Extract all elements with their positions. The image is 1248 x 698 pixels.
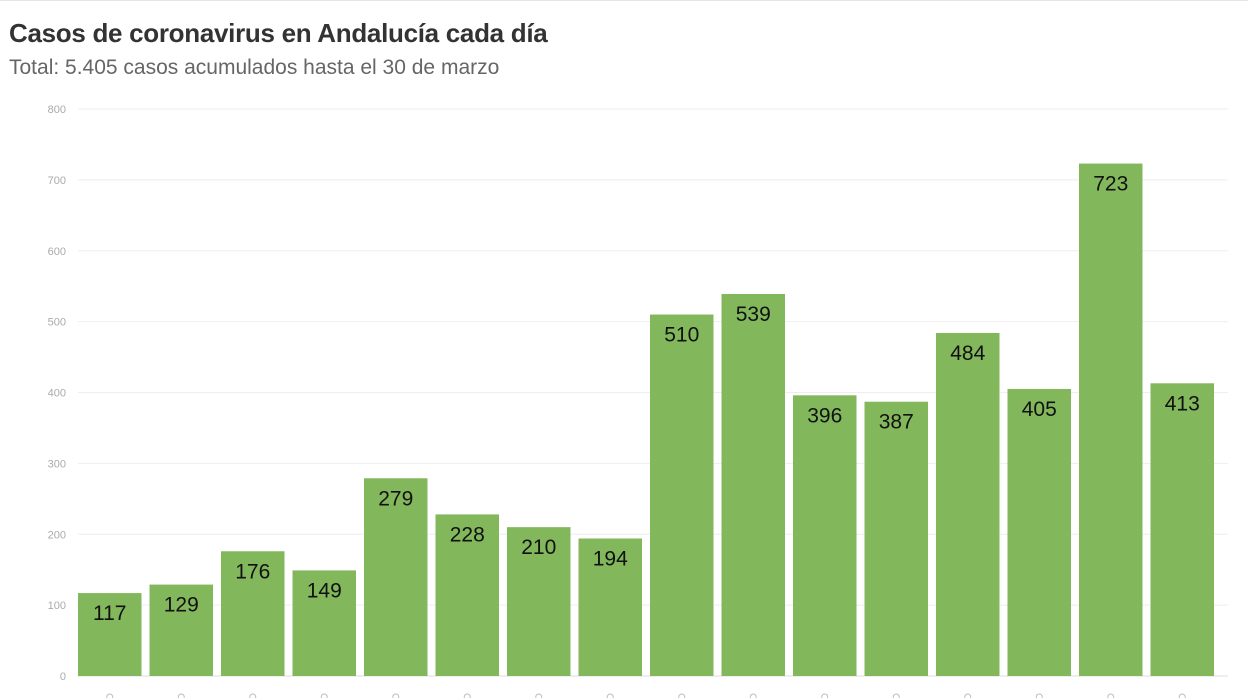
bar: [1079, 163, 1143, 677]
bar: [292, 570, 356, 676]
data-label: 387: [879, 411, 914, 434]
bar: [221, 551, 285, 676]
x-tick-mark: [106, 693, 114, 698]
data-label: 723: [1093, 173, 1128, 196]
x-tick-mark: [463, 693, 471, 698]
chart-title: Casos de coronavirus en Andalucía cada d…: [9, 18, 548, 48]
y-tick-label: 100: [48, 600, 66, 612]
data-label: 484: [950, 342, 985, 365]
y-tick-label: 200: [48, 529, 66, 541]
bar: [435, 514, 499, 676]
x-tick-mark: [892, 693, 900, 698]
bar: [507, 527, 571, 676]
y-tick-label: 800: [48, 104, 66, 116]
bar: [793, 395, 857, 676]
top-border: [0, 0, 1248, 1]
bar: [578, 538, 642, 676]
x-tick-mark: [606, 693, 614, 698]
data-label: 228: [450, 523, 485, 546]
bar: [78, 593, 142, 676]
data-label: 210: [521, 536, 556, 559]
data-label: 176: [235, 560, 270, 583]
data-label: 117: [93, 602, 126, 625]
bar: [864, 401, 928, 676]
data-label: 405: [1022, 398, 1057, 421]
x-tick-mark: [821, 693, 829, 698]
data-label: 539: [736, 303, 771, 326]
bar: [149, 584, 213, 676]
bar: [650, 314, 714, 676]
x-tick-mark: [1035, 693, 1043, 698]
x-tick-mark: [177, 693, 185, 698]
data-label: 510: [664, 324, 699, 347]
data-label: 413: [1165, 392, 1200, 415]
data-label: 194: [593, 548, 628, 571]
x-tick-mark: [1178, 693, 1186, 698]
y-tick-label: 300: [48, 458, 66, 470]
x-tick-mark: [249, 693, 257, 698]
data-label: 129: [164, 594, 199, 617]
x-tick-mark: [749, 693, 757, 698]
x-tick-mark: [1107, 693, 1115, 698]
y-tick-label: 600: [48, 246, 66, 258]
bar: [364, 478, 428, 676]
data-label: 149: [307, 579, 342, 602]
y-tick-label: 700: [48, 175, 66, 187]
y-tick-label: 500: [48, 317, 66, 329]
y-tick-label: 400: [48, 388, 66, 400]
x-tick-mark: [964, 693, 972, 698]
bar: [721, 293, 785, 676]
bar: [1007, 388, 1071, 676]
bar: [936, 332, 1000, 676]
x-tick-mark: [392, 693, 400, 698]
x-tick-mark: [678, 693, 686, 698]
data-label: 279: [378, 487, 413, 510]
x-tick-mark: [320, 693, 328, 698]
y-tick-label: 0: [60, 671, 66, 683]
x-tick-mark: [535, 693, 543, 698]
data-label: 396: [807, 404, 842, 427]
bar: [1150, 383, 1214, 676]
chart-subtitle: Total: 5.405 casos acumulados hasta el 3…: [9, 56, 500, 79]
